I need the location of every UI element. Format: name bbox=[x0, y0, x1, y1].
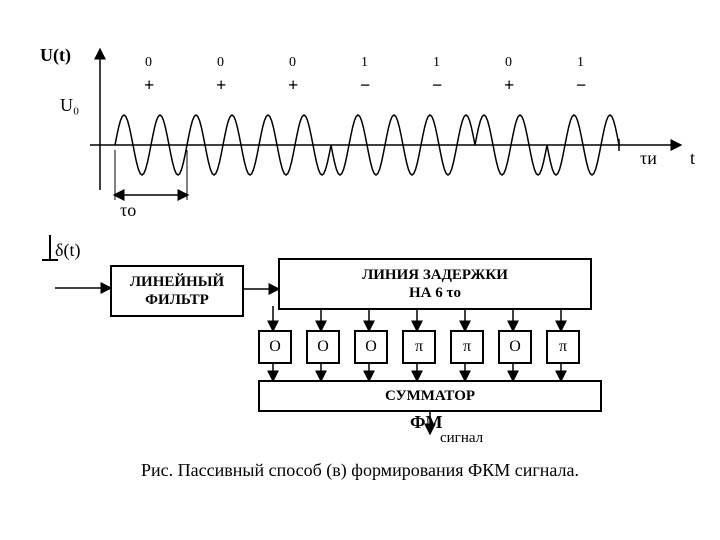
delay-label-a: ЛИНИЯ ЗАДЕРЖКИ bbox=[362, 266, 508, 284]
filter-block: ЛИНЕЙНЫЙ ФИЛЬТР bbox=[110, 265, 244, 317]
tap-box: O bbox=[354, 330, 388, 364]
tap-box: O bbox=[498, 330, 532, 364]
delay-label-b: НА 6 τо bbox=[409, 284, 461, 302]
output-label-b: сигнал bbox=[440, 430, 483, 447]
figure-caption: Рис. Пассивный способ (в) формирования Ф… bbox=[0, 460, 720, 481]
tap-box: π bbox=[402, 330, 436, 364]
delay-line-block: ЛИНИЯ ЗАДЕРЖКИ НА 6 τо bbox=[278, 258, 592, 310]
summator-block: СУММАТОР bbox=[258, 380, 602, 412]
tap-box: π bbox=[546, 330, 580, 364]
tap-box: O bbox=[258, 330, 292, 364]
summator-label: СУММАТОР bbox=[385, 387, 475, 405]
filter-label: ЛИНЕЙНЫЙ ФИЛЬТР bbox=[130, 273, 224, 309]
tap-box: O bbox=[306, 330, 340, 364]
tap-box: π bbox=[450, 330, 484, 364]
output-label-a: ФМ bbox=[410, 412, 442, 433]
